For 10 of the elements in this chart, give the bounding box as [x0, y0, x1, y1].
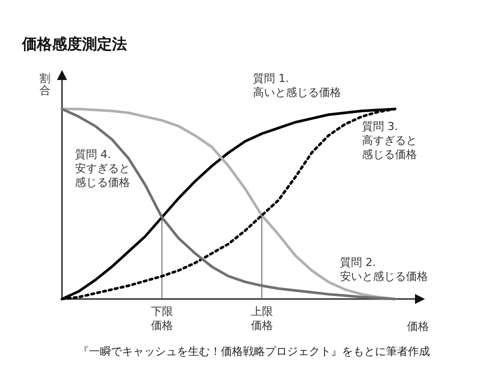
x-tick-label: 上限価格: [250, 305, 273, 332]
series-label: 質問 3. 高すぎると感じる価格: [362, 120, 417, 161]
chart-title: 価格感度測定法: [21, 35, 127, 53]
series-label: 質問 1. 高いと感じる価格: [253, 72, 341, 99]
y-axis-title: 割合: [40, 72, 50, 97]
series-label: 質問 4. 安すぎると感じる価格: [75, 148, 130, 189]
x-tick-label: 下限価格: [150, 305, 173, 332]
text: 『一瞬でキャッシュを生む！価格戦略プロジェクト』をもとに筆者作成: [78, 345, 430, 358]
x-axis-title: 価格: [407, 320, 429, 333]
series-label: 質問 2. 安いと感じる価格: [340, 256, 428, 283]
